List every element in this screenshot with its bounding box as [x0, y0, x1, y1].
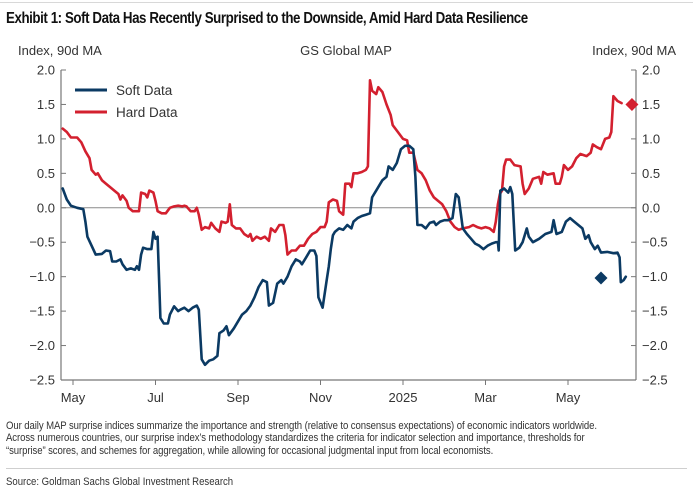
- right-y-tick-label: −2.5: [642, 373, 668, 388]
- footnote: Our daily MAP surprise indices summarize…: [6, 420, 667, 457]
- x-tick-label: Sep: [226, 390, 249, 405]
- x-tick-label: 2025: [389, 390, 418, 405]
- legend: Soft Data Hard Data: [75, 83, 178, 120]
- right-y-tick-label: −0.5: [642, 235, 668, 250]
- legend-label: Hard Data: [116, 105, 178, 120]
- series-line-soft-data: [61, 144, 628, 367]
- left-y-tick-label: 1.0: [37, 131, 55, 146]
- right-y-tick-label: −2.0: [642, 338, 668, 353]
- x-tick-label: Jul: [147, 390, 164, 405]
- right-y-tick-label: −1.0: [642, 269, 668, 284]
- legend-label: Soft Data: [116, 83, 173, 98]
- right-y-tick-label: 1.5: [642, 97, 660, 112]
- left-y-tick-label: 1.5: [37, 97, 55, 112]
- top-rule: [0, 2, 693, 3]
- source-note: Source: Goldman Sachs Global Investment …: [6, 476, 234, 488]
- left-y-tick-label: −2.5: [29, 373, 55, 388]
- right-y-tick-label: 1.0: [642, 131, 660, 146]
- left-axis-label: Index, 90d MA: [18, 43, 102, 58]
- right-y-tick-label: −1.5: [642, 304, 668, 319]
- right-y-tick-label: 0.5: [642, 166, 660, 181]
- left-y-tick-label: 0.0: [37, 200, 55, 215]
- end-marker-hard-data: [625, 97, 639, 111]
- left-y-tick-label: −1.5: [29, 304, 55, 319]
- left-y-tick-label: −0.5: [29, 235, 55, 250]
- right-y-tick-label: 2.0: [642, 63, 660, 78]
- series-line-hard-data: [61, 79, 623, 256]
- x-tick-label: Nov: [309, 390, 333, 405]
- footnote-line: “surprise” scores, and schemes for aggre…: [6, 444, 494, 457]
- exhibit-title: Exhibit 1: Soft Data Has Recently Surpri…: [6, 10, 528, 27]
- left-y-tick-label: −2.0: [29, 338, 55, 353]
- footnote-line: Across numerous countries, our surprise …: [6, 432, 585, 445]
- left-y-tick-label: 2.0: [37, 63, 55, 78]
- left-y-tick-label: −1.0: [29, 269, 55, 284]
- x-tick-label: Mar: [474, 390, 497, 405]
- chart-title: GS Global MAP: [300, 43, 392, 58]
- chart: GS Global MAP Index, 90d MA Index, 90d M…: [18, 43, 676, 405]
- x-tick-label: May: [61, 390, 86, 405]
- footnote-line: Our daily MAP surprise indices summarize…: [6, 420, 597, 432]
- right-axis-label: Index, 90d MA: [592, 43, 676, 58]
- x-tick-label: May: [556, 390, 581, 405]
- divider: [6, 468, 687, 469]
- end-marker-soft-data: [594, 271, 608, 285]
- left-y-tick-label: 0.5: [37, 166, 55, 181]
- right-y-tick-label: 0.0: [642, 200, 660, 215]
